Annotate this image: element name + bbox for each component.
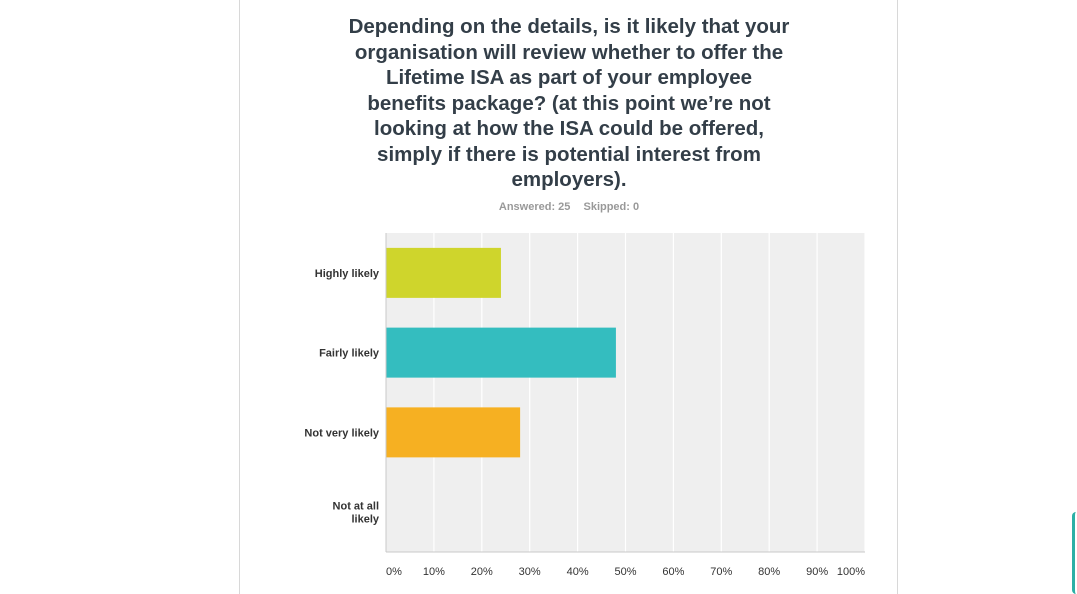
category-label: Highly likely	[315, 268, 380, 280]
x-tick-label: 10%	[423, 566, 445, 578]
x-tick-label: 40%	[567, 566, 589, 578]
bar-fairly-likely	[386, 327, 616, 378]
bar-not-very-likely	[386, 407, 521, 458]
x-tick-label: 100%	[837, 566, 865, 578]
x-tick-label: 0%	[386, 566, 402, 578]
category-label-line: Not at all	[333, 501, 379, 513]
category-label-line: Highly likely	[315, 268, 380, 280]
category-label-line: Not very likely	[304, 427, 379, 439]
category-label-line: likely	[351, 514, 379, 526]
category-label: Fairly likely	[319, 348, 380, 360]
feedback-side-tab[interactable]	[1072, 512, 1077, 594]
category-label: Not very likely	[304, 427, 379, 439]
x-tick-label: 20%	[471, 566, 493, 578]
x-tick-label: 60%	[662, 566, 684, 578]
x-tick-label: 50%	[614, 566, 636, 578]
skipped-count: Skipped: 0	[583, 201, 640, 213]
x-tick-label: 70%	[710, 566, 732, 578]
answered-count: Answered: 25	[498, 201, 571, 213]
x-tick-label: 80%	[758, 566, 780, 578]
x-tick-label: 30%	[519, 566, 541, 578]
category-label: Not at all likely	[333, 501, 380, 526]
bar-highly-likely	[386, 247, 501, 298]
category-label-line: Fairly likely	[319, 348, 380, 360]
x-tick-label: 90%	[806, 566, 828, 578]
question-title: Depending on the details, is it likely t…	[348, 15, 790, 191]
answer-stats: Answered: 25 Skipped: 0	[469, 201, 669, 213]
